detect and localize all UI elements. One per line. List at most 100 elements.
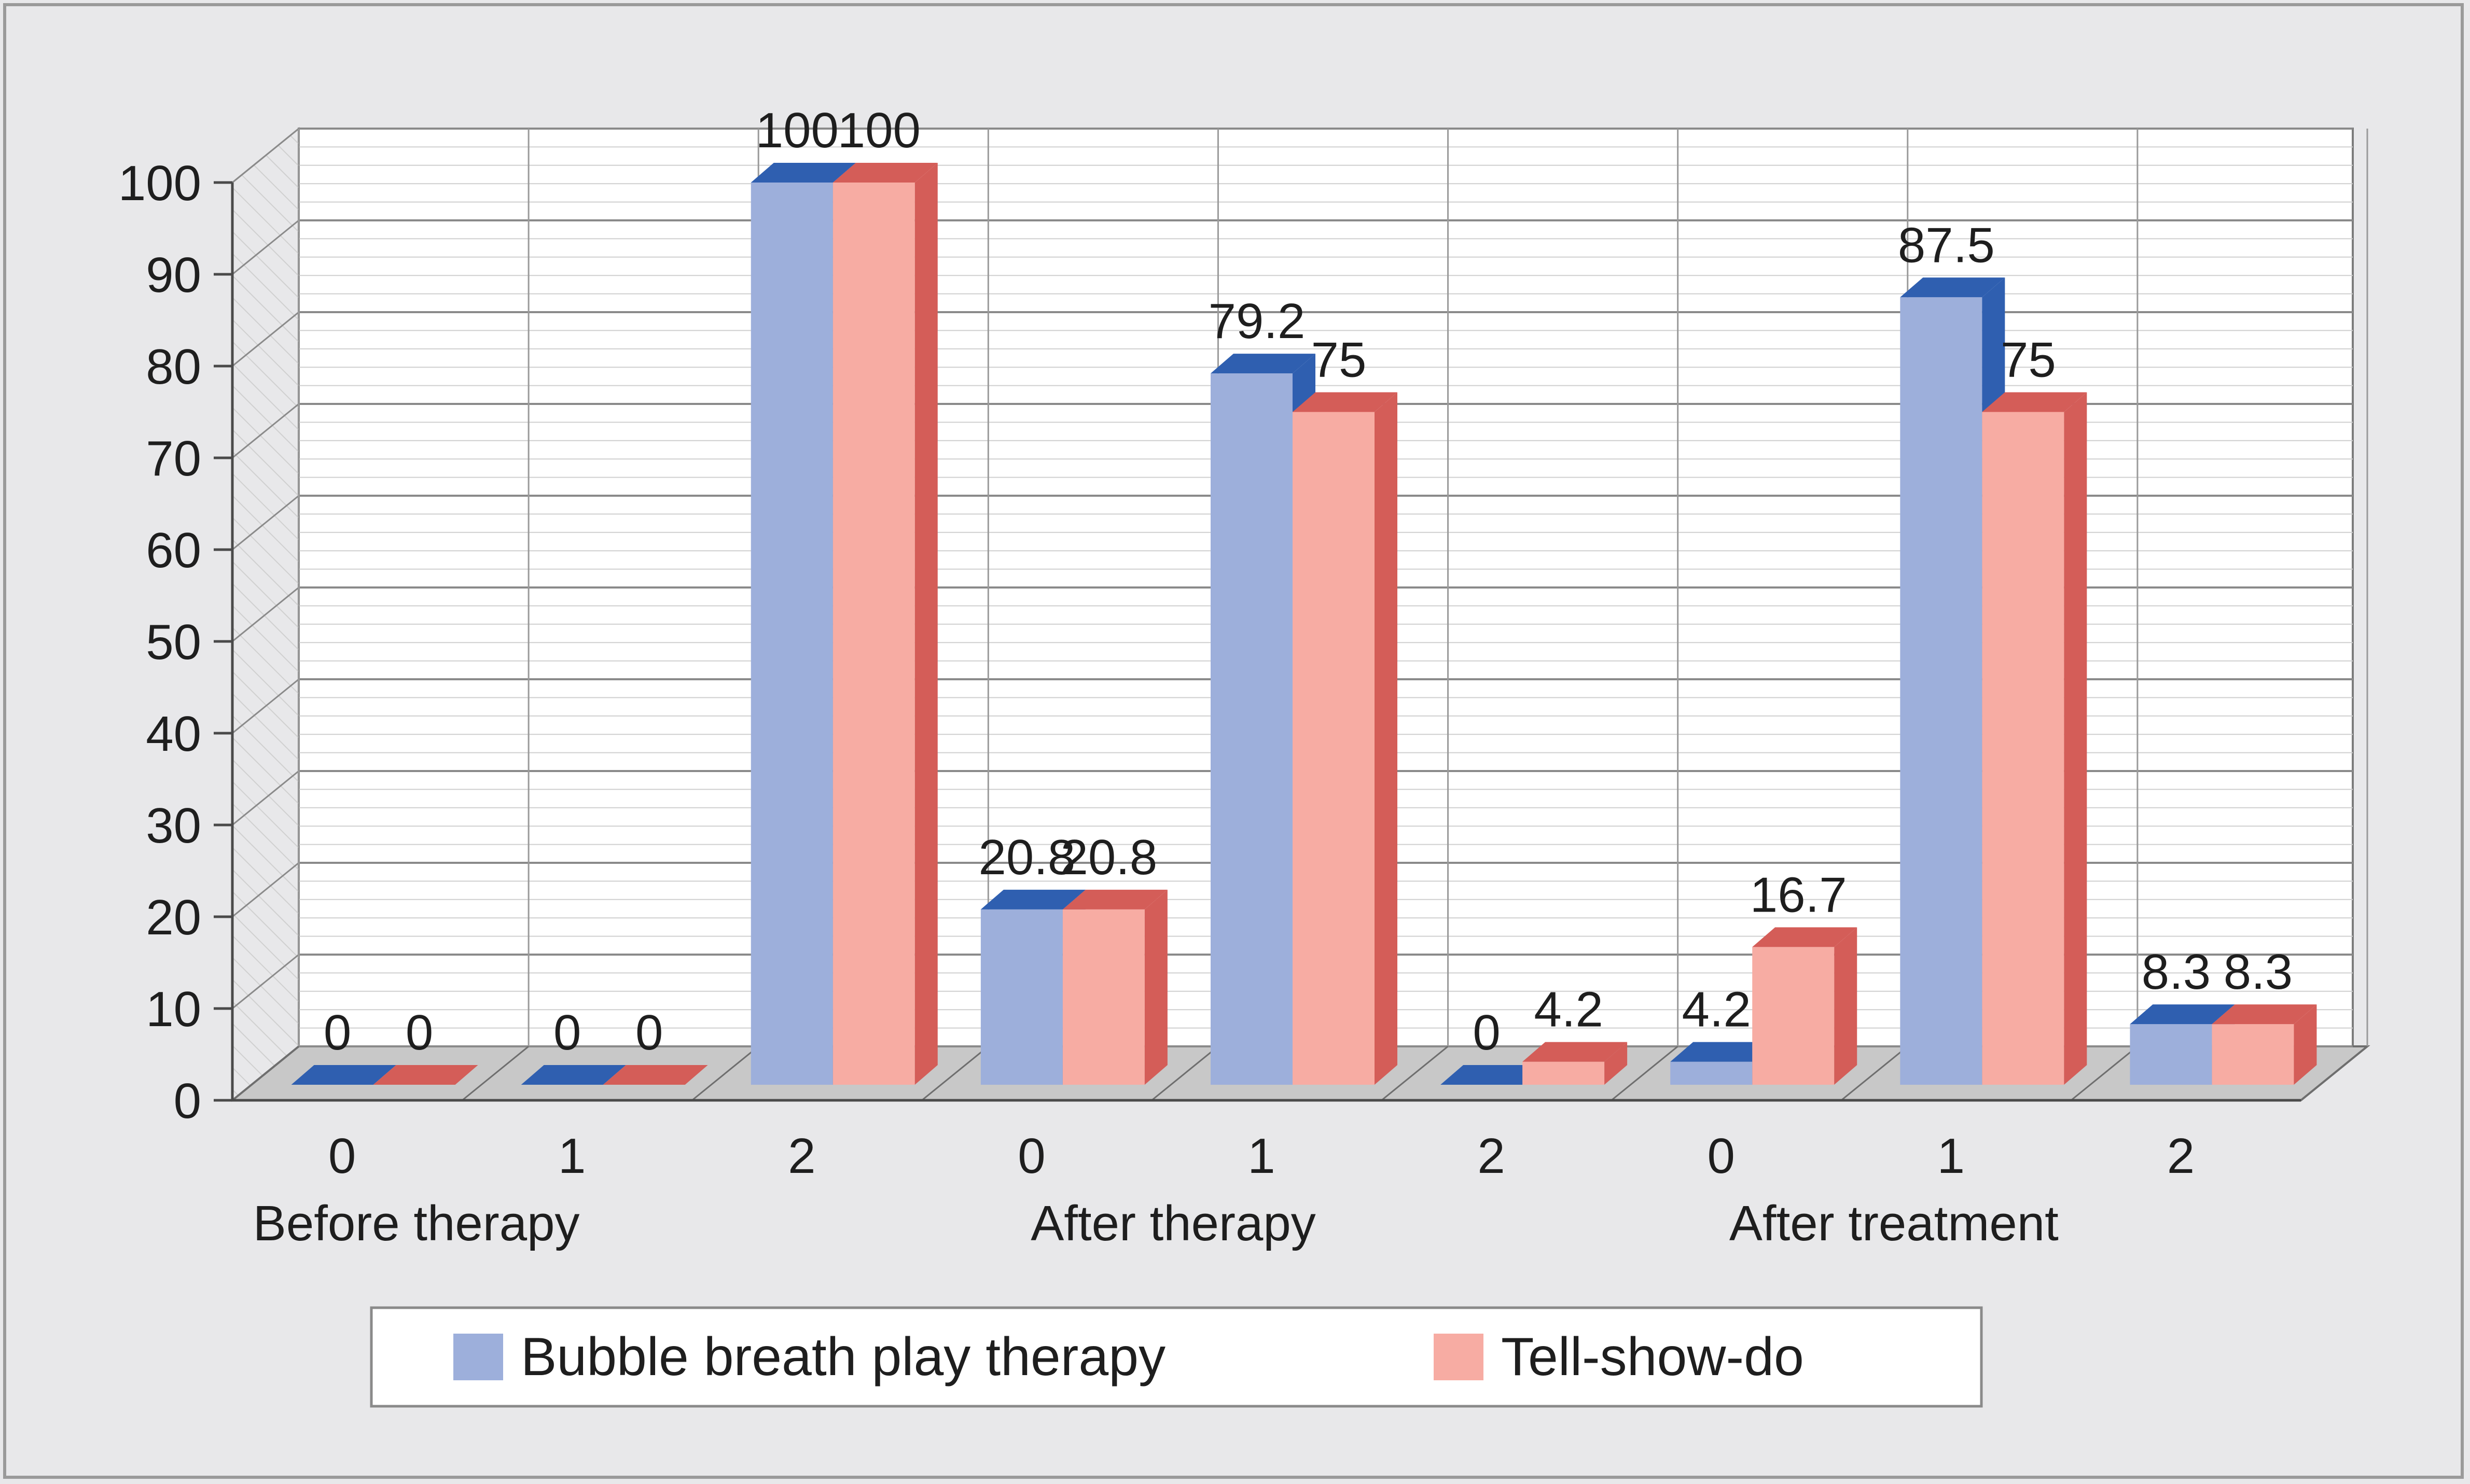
bar-front	[1522, 1061, 1605, 1085]
y-tick-label: 30	[146, 798, 201, 853]
floor-separator	[1151, 1045, 1219, 1101]
bar-tsd-7	[1982, 392, 2087, 1085]
y-tick-label: 100	[118, 156, 201, 211]
bar-front	[1670, 1061, 1753, 1085]
gridline-side	[232, 586, 299, 642]
gridline-side	[232, 495, 299, 551]
axes: 0 10 20 30 40 50 60 70 80 90 100	[118, 156, 2301, 1129]
bar-tsd-4	[1293, 392, 1397, 1085]
bar-front	[1211, 373, 1293, 1085]
x-tick-label: 2	[1477, 1128, 1505, 1184]
x-tick-label: 1	[1247, 1128, 1275, 1184]
group-labels: Before therapy After therapy After treatme…	[253, 1196, 2059, 1251]
x-tick-label: 0	[1018, 1128, 1045, 1184]
bar-top	[1293, 392, 1397, 412]
bar-side	[1375, 392, 1397, 1085]
legend-label: Bubble breath play therapy	[521, 1327, 1165, 1387]
floor-separator	[1611, 1045, 1678, 1101]
bar-top	[751, 163, 856, 183]
legend: Bubble breath play therapy Tell-show-do	[370, 1306, 1983, 1408]
gridline-side	[232, 954, 299, 1010]
bar-front	[1982, 412, 2064, 1085]
group-label: After treatment	[1729, 1196, 2059, 1251]
bar-tsd-8	[2212, 1004, 2317, 1085]
gridline-side	[232, 403, 299, 459]
x-tick-label: 1	[558, 1128, 586, 1184]
chart-frame: 0 10 20 30 40 50 60 70 80 90 100 0 0 0 0 100 100 20.8 20.…	[3, 3, 2464, 1479]
legend-swatch	[1434, 1334, 1483, 1380]
data-label: 0	[1473, 1005, 1500, 1060]
data-label: 16.7	[1750, 867, 1847, 922]
bar-tsd-5	[1522, 1042, 1628, 1085]
legend-label: Tell-show-do	[1501, 1327, 1804, 1387]
bar-top	[1440, 1065, 1546, 1085]
bar-top	[2212, 1004, 2317, 1025]
y-tick-label: 80	[146, 339, 201, 395]
legend-box	[370, 1306, 1983, 1408]
bar-bubble-6	[1670, 1042, 1775, 1085]
bar-bubble-1	[521, 1065, 626, 1085]
bar-top	[832, 163, 938, 183]
data-label: 20.8	[978, 830, 1075, 885]
data-label: 0	[553, 1005, 581, 1060]
gridline-side	[232, 128, 299, 184]
data-label: 100	[756, 103, 839, 158]
bar-top	[2130, 1004, 2235, 1025]
data-label: 100	[838, 103, 921, 158]
bar-top	[373, 1065, 478, 1085]
gridline-side	[232, 862, 299, 918]
bar-top	[603, 1065, 708, 1085]
bar-side	[2064, 392, 2087, 1085]
bar-side	[2294, 1004, 2317, 1085]
y-tick-label: 40	[146, 706, 201, 762]
gridline-side	[232, 678, 299, 734]
bar-bubble-0	[291, 1065, 396, 1085]
group-label: After therapy	[1031, 1196, 1316, 1251]
data-label: 79.2	[1209, 293, 1306, 349]
bar-front	[1900, 297, 1982, 1085]
data-label: 75	[1311, 332, 1367, 388]
bar-front	[1293, 412, 1375, 1085]
y-tick-label: 10	[146, 982, 201, 1037]
bar-side	[1604, 1042, 1628, 1085]
bar-top	[1211, 354, 1315, 374]
data-label: 0	[406, 1005, 433, 1060]
bar-front	[832, 183, 915, 1085]
gridline-side	[232, 219, 299, 275]
floor-separator	[2300, 1045, 2368, 1101]
bar-top	[521, 1065, 626, 1085]
y-tick-label: 60	[146, 523, 201, 578]
x-tick-label: 0	[1708, 1128, 1735, 1184]
bar-top	[1670, 1042, 1775, 1062]
bar-tsd-3	[1062, 889, 1168, 1085]
bar-bubble-5	[1440, 1065, 1546, 1085]
floor-separator	[232, 1045, 299, 1101]
x-tick-label: 2	[2167, 1128, 2195, 1184]
bar-front	[1062, 909, 1145, 1085]
floor-separator	[691, 1045, 759, 1101]
bar-front	[1752, 947, 1835, 1085]
bar-top	[1062, 889, 1168, 909]
bar-top	[1900, 277, 2005, 298]
bar-top	[291, 1065, 396, 1085]
data-label: 4.2	[1682, 982, 1751, 1038]
data-label: 20.8	[1060, 830, 1157, 885]
group-label: Before therapy	[253, 1196, 580, 1251]
data-label: 87.5	[1898, 217, 1995, 273]
bar-front	[2130, 1024, 2212, 1085]
bar-tsd-0	[373, 1065, 478, 1085]
floor-separator	[1840, 1045, 1908, 1101]
y-tick-label: 90	[146, 247, 201, 303]
legend-swatch	[453, 1334, 503, 1380]
bar-front	[751, 183, 833, 1085]
bar-top	[1522, 1042, 1628, 1062]
data-label: 0	[324, 1005, 351, 1060]
x-tick-label: 1	[1937, 1128, 1965, 1184]
floor-separator	[1381, 1045, 1449, 1101]
x-tick-label: 2	[788, 1128, 815, 1184]
data-label: 8.3	[2224, 944, 2293, 1000]
floor-separator	[462, 1045, 530, 1101]
bar-tsd-6	[1752, 927, 1857, 1085]
